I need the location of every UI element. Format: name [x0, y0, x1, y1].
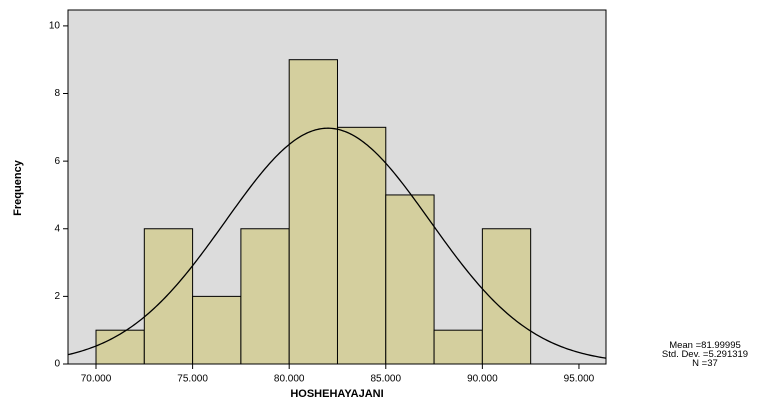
bar — [481, 228, 532, 365]
bar — [192, 295, 242, 365]
stat-label: Std. Dev. = — [662, 349, 709, 360]
normal-curve — [67, 127, 607, 359]
y-axis-label: Frequency — [12, 159, 24, 216]
plot-border — [67, 9, 607, 365]
stat-label: N = — [692, 358, 708, 369]
stat-value: 37 — [707, 358, 718, 369]
stat-text: N =37 — [692, 358, 718, 369]
stat-text: Std. Dev. =5.291319 — [662, 349, 748, 360]
stat-value: 5.291319 — [708, 349, 748, 360]
x-tick-label: 75.000 — [177, 374, 208, 385]
bar — [433, 329, 483, 365]
x-tick-label: 85.000 — [370, 374, 401, 385]
y-tick-label: 10 — [49, 21, 61, 32]
stat-label: Mean = — [669, 340, 701, 351]
bar — [95, 329, 145, 365]
x-tick-label: 95.000 — [564, 374, 595, 385]
y-tick-label: 4 — [54, 223, 60, 234]
bar — [240, 228, 290, 365]
bar — [385, 194, 435, 365]
y-tick-label: 0 — [54, 359, 60, 370]
stat-text: Mean =81.99995 — [669, 340, 741, 351]
x-tick-label: 90.000 — [467, 374, 498, 385]
y-tick-label: 2 — [54, 291, 60, 302]
bar — [288, 59, 338, 365]
bar — [143, 228, 194, 365]
x-tick-label: 70.000 — [81, 374, 112, 385]
y-tick-label: 6 — [54, 156, 60, 167]
bar — [336, 126, 387, 365]
x-tick-label: 80.000 — [274, 374, 305, 385]
stat-value: 81.99995 — [701, 340, 741, 351]
y-tick-label: 8 — [54, 88, 60, 99]
x-axis-label: HOSHEHAYAJANI — [290, 388, 383, 400]
